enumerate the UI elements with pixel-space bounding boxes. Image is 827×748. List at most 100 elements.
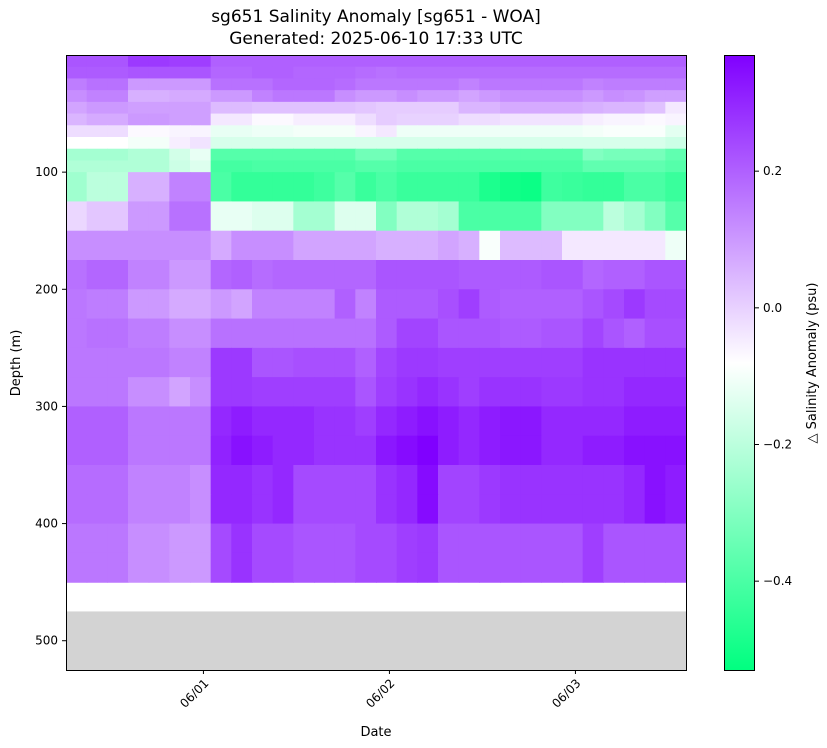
heatmap-cell [86, 552, 108, 583]
heatmap-cell [148, 552, 170, 583]
heatmap-cell [541, 172, 563, 203]
heatmap-cell [66, 435, 88, 466]
heatmap-cell [479, 465, 501, 495]
heatmap-cell [334, 523, 356, 554]
heatmap-cell [438, 260, 460, 290]
heatmap-cell [334, 101, 356, 115]
heatmap-cell [252, 148, 274, 162]
heatmap-cell [500, 523, 522, 554]
heatmap-cell [520, 137, 542, 150]
heatmap-cell [458, 494, 480, 525]
heatmap-cell [396, 90, 418, 103]
heatmap-cell [231, 172, 253, 203]
heatmap-cell [314, 78, 336, 91]
heatmap-cell [293, 160, 315, 173]
heatmap-cell [644, 406, 666, 437]
heatmap-cell [603, 125, 625, 138]
heatmap-cell [644, 289, 666, 320]
heatmap-cell [252, 377, 274, 408]
heatmap-cell [210, 160, 232, 173]
heatmap-cell [86, 347, 108, 378]
heatmap-cell [190, 523, 212, 554]
heatmap-cell [458, 318, 480, 349]
heatmap-cell [231, 148, 253, 162]
heatmap-cell [190, 113, 212, 126]
heatmap-cell [148, 465, 170, 495]
heatmap-cell [458, 377, 480, 408]
heatmap-cell [624, 494, 646, 525]
heatmap-cell [355, 125, 377, 138]
x-tick-label: 06/01 [177, 676, 211, 710]
y-tick-label: 500 [35, 634, 58, 648]
heatmap-cell [396, 113, 418, 126]
heatmap-cell [541, 260, 563, 290]
heatmap-cell [86, 465, 108, 495]
y-tick-label: 400 [35, 517, 58, 531]
heatmap-cell [86, 172, 108, 203]
heatmap-cell [293, 318, 315, 349]
heatmap-cell [562, 66, 584, 80]
heatmap-cell [128, 201, 150, 232]
heatmap-cell [190, 552, 212, 583]
heatmap-cell [500, 137, 522, 150]
heatmap-cell [107, 201, 129, 232]
heatmap-cell [582, 201, 604, 232]
heatmap-cell [334, 55, 356, 68]
heatmap-cell [169, 377, 191, 408]
heatmap-cell [644, 552, 666, 583]
heatmap-cell [355, 78, 377, 91]
heatmap-cell [582, 289, 604, 320]
heatmap-cell [396, 160, 418, 173]
heatmap-cell [293, 260, 315, 290]
heatmap-cell [148, 137, 170, 150]
heatmap-cell [314, 66, 336, 80]
heatmap-cell [479, 90, 501, 103]
heatmap-cell [169, 125, 191, 138]
heatmap-cell [231, 55, 253, 68]
heatmap-cell [148, 377, 170, 408]
heatmap-cell [417, 406, 439, 437]
heatmap-cell [272, 289, 294, 320]
heatmap-cell [458, 406, 480, 437]
heatmap-cell [438, 172, 460, 203]
heatmap-cell [603, 101, 625, 115]
heatmap-cell [541, 125, 563, 138]
heatmap-cell [500, 230, 522, 261]
heatmap-cell [458, 465, 480, 495]
heatmap-cell [355, 137, 377, 150]
heatmap-cell [520, 201, 542, 232]
heatmap-cell [479, 377, 501, 408]
heatmap-cell [520, 377, 542, 408]
heatmap-cell [107, 552, 129, 583]
heatmap-cell [190, 78, 212, 91]
heatmap-cell [334, 201, 356, 232]
heatmap-cell [644, 78, 666, 91]
heatmap-cell [541, 465, 563, 495]
heatmap-cell [86, 66, 108, 80]
heatmap-cell [66, 55, 88, 68]
y-tick-label: 200 [35, 282, 58, 296]
heatmap-cell [128, 66, 150, 80]
heatmap-cell [500, 55, 522, 68]
heatmap-cell [458, 289, 480, 320]
heatmap-cell [458, 260, 480, 290]
heatmap-cell [396, 55, 418, 68]
heatmap-cell [624, 406, 646, 437]
y-axis: 100 200 300 400 500 [35, 165, 66, 648]
heatmap-cell [562, 377, 584, 408]
heatmap-cell [438, 160, 460, 173]
heatmap-cell [314, 201, 336, 232]
heatmap-cell [644, 201, 666, 232]
heatmap-cell [231, 137, 253, 150]
heatmap-cell [500, 347, 522, 378]
heatmap-cell [417, 125, 439, 138]
heatmap-cell [66, 137, 88, 150]
heatmap-cell [582, 260, 604, 290]
heatmap-cell [438, 66, 460, 80]
heatmap-cell [438, 318, 460, 349]
heatmap-cell [169, 201, 191, 232]
heatmap-cell [190, 465, 212, 495]
heatmap-cell [541, 137, 563, 150]
heatmap-cell [148, 435, 170, 466]
heatmap-cell [128, 55, 150, 68]
